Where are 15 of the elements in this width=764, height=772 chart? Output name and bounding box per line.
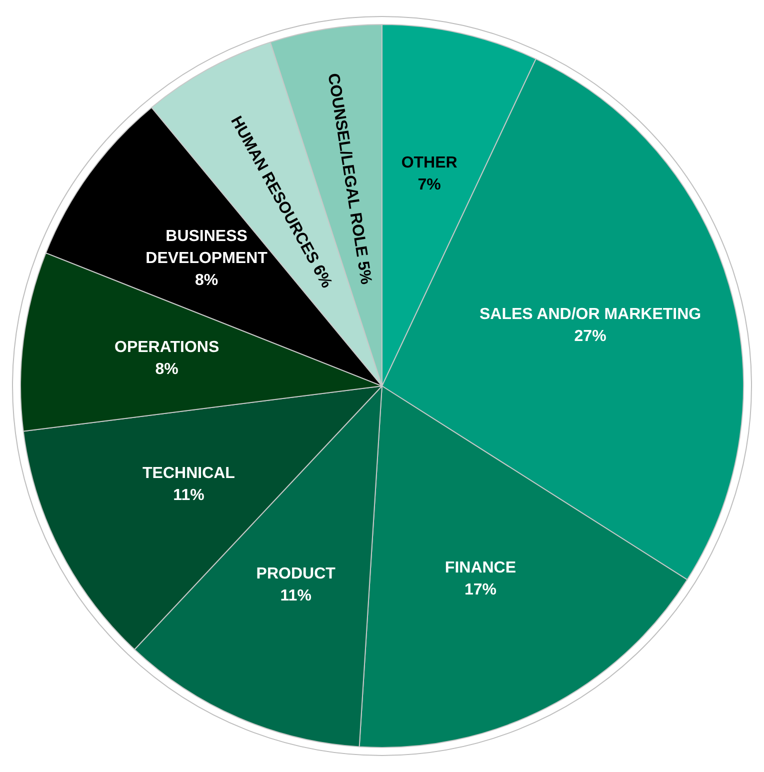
- data-label: 27%: [574, 328, 606, 345]
- slice-label: SALES AND/OR MARKETING: [479, 306, 702, 323]
- data-label: 8%: [194, 272, 218, 289]
- slice-label: PRODUCT: [256, 565, 336, 582]
- data-label: 11%: [173, 486, 204, 504]
- data-label: 11%: [280, 587, 312, 604]
- slice-label: OTHER: [401, 154, 458, 172]
- slice-label: FINANCE: [444, 560, 516, 577]
- data-label: 8%: [155, 361, 178, 378]
- data-label: 6%: [308, 262, 335, 291]
- data-label: 17%: [464, 582, 496, 599]
- data-label: 7%: [418, 176, 441, 194]
- slice-label: OPERATIONS: [114, 339, 220, 356]
- data-label: 5%: [354, 260, 374, 286]
- slice-label: TECHNICAL: [142, 464, 236, 482]
